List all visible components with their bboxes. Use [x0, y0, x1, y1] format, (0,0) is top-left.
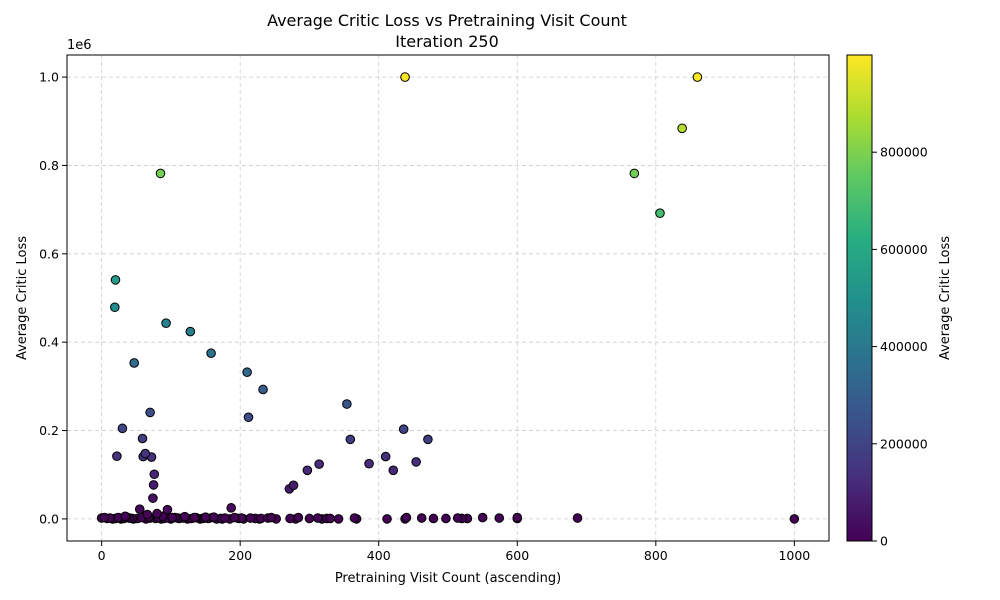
data-point	[209, 512, 219, 522]
grid-lines	[67, 55, 829, 541]
chart-subtitle: Iteration 250	[395, 32, 499, 51]
data-point	[477, 512, 488, 523]
data-point	[401, 512, 412, 523]
y-tick-label: 0.0	[39, 511, 59, 526]
data-point	[494, 513, 505, 523]
x-tick-label: 1000	[778, 548, 810, 563]
data-point	[185, 326, 196, 337]
data-point	[155, 168, 166, 179]
data-point	[380, 451, 391, 462]
data-point	[388, 465, 399, 476]
y-tick-label: 0.8	[39, 158, 59, 173]
data-point	[152, 508, 162, 519]
data-point	[149, 469, 160, 480]
x-tick-label: 800	[644, 548, 668, 563]
data-point	[162, 504, 173, 515]
data-point	[428, 513, 439, 524]
data-point	[179, 511, 190, 522]
data-point	[572, 513, 583, 523]
data-point	[288, 480, 299, 491]
data-point	[200, 512, 211, 522]
data-point	[242, 367, 252, 378]
data-point	[99, 512, 110, 523]
data-point	[692, 72, 703, 82]
colorbar	[846, 54, 873, 542]
data-point	[245, 513, 256, 523]
x-tick-label: 400	[367, 548, 391, 563]
data-point	[398, 424, 409, 435]
data-point	[411, 457, 421, 467]
data-point	[142, 509, 153, 520]
data-point	[243, 412, 254, 423]
y-axis-label: Average Critic Loss	[15, 236, 30, 360]
colorbar-tick-label: 800000	[880, 145, 928, 160]
data-point	[285, 513, 295, 524]
data-point	[302, 465, 313, 476]
x-axis-ticks: 0 200 400 600 800 1000	[98, 541, 810, 563]
data-point	[145, 407, 155, 418]
x-tick-label: 200	[228, 548, 252, 563]
data-point	[112, 451, 122, 461]
colorbar-tick-label: 0	[880, 534, 888, 549]
data-point	[220, 513, 230, 523]
data-point	[345, 434, 356, 445]
data-point	[382, 514, 392, 524]
data-point	[148, 480, 159, 490]
colorbar-tick-label: 600000	[880, 242, 928, 257]
data-point	[416, 513, 427, 523]
colorbar-ticks: 0 200000 400000 600000 800000	[872, 145, 928, 549]
data-point	[293, 512, 304, 523]
y-tick-label: 0.4	[39, 335, 59, 350]
data-point	[258, 384, 268, 395]
y-offset-text: 1e6	[67, 38, 92, 53]
data-point	[120, 511, 130, 522]
data-point	[229, 512, 240, 523]
x-tick-label: 600	[505, 548, 529, 563]
data-point	[677, 123, 687, 134]
data-point	[325, 513, 336, 524]
x-axis-label: Pretraining Visit Count (ascending)	[335, 571, 561, 586]
data-point	[314, 459, 324, 469]
plot-frame	[66, 54, 830, 542]
x-tick-label: 0	[98, 548, 106, 563]
data-point	[304, 513, 315, 524]
data-point	[342, 399, 352, 409]
y-tick-label: 1.0	[39, 70, 59, 85]
data-point	[129, 358, 139, 368]
data-point	[789, 514, 800, 524]
colorbar-tick-label: 400000	[880, 339, 928, 354]
data-point	[117, 423, 128, 434]
data-point	[134, 504, 145, 514]
data-point	[364, 458, 374, 469]
chart-title: Average Critic Loss vs Pretraining Visit…	[267, 11, 627, 30]
data-point	[137, 433, 148, 444]
y-tick-label: 0.6	[39, 246, 59, 261]
y-axis-ticks: 0.0 0.2 0.4 0.6 0.8 1.0	[39, 70, 67, 526]
y-tick-label: 0.2	[39, 423, 59, 438]
data-point	[161, 318, 171, 328]
data-point	[400, 72, 410, 82]
data-point	[206, 348, 216, 359]
data-points	[96, 72, 800, 524]
data-point	[423, 434, 433, 445]
data-point	[349, 513, 360, 523]
data-point	[110, 275, 121, 285]
data-point	[629, 168, 640, 179]
data-point	[110, 302, 120, 313]
data-point	[167, 512, 178, 523]
data-point	[266, 512, 277, 523]
data-point	[512, 512, 523, 523]
data-point	[140, 448, 151, 459]
data-point	[655, 208, 665, 218]
data-point	[333, 514, 344, 524]
colorbar-tick-label: 200000	[880, 436, 928, 451]
data-point	[189, 512, 200, 523]
data-point	[312, 513, 323, 523]
data-point	[441, 513, 451, 524]
data-point	[226, 503, 236, 513]
data-point	[452, 513, 463, 523]
data-point	[148, 493, 158, 503]
colorbar-label: Average Critic Loss	[938, 236, 953, 360]
